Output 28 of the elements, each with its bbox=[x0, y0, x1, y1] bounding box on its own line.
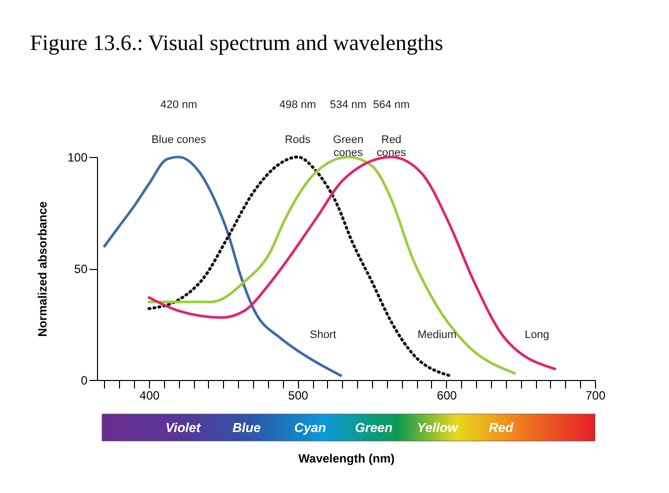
text: 498 nm bbox=[279, 99, 316, 111]
y-tick-label: 100 bbox=[67, 150, 88, 164]
series-label: Blue cones bbox=[152, 134, 206, 146]
text: Yellow bbox=[417, 420, 459, 435]
x-tick-label: 500 bbox=[288, 388, 309, 402]
series-label: Red cones bbox=[376, 134, 407, 159]
text: Cyan bbox=[294, 420, 326, 435]
annotation: Short bbox=[310, 329, 336, 341]
line-series bbox=[103, 156, 342, 377]
x-axis-title: Wavelength (nm) bbox=[298, 452, 395, 466]
y-tick-label: 0 bbox=[80, 374, 88, 388]
annotation: Long bbox=[524, 329, 550, 341]
series-label: Rods bbox=[284, 134, 312, 146]
y-tick-label: 50 bbox=[74, 262, 88, 276]
text: 534 nm bbox=[330, 99, 367, 111]
text: 564 nm bbox=[372, 99, 410, 111]
text: Blue bbox=[232, 420, 261, 435]
x-tick-label: 700 bbox=[585, 388, 606, 402]
y-axis-title: Normalized absorbance bbox=[35, 200, 50, 337]
x-tick-label: 400 bbox=[140, 388, 160, 402]
x-tick-label: 600 bbox=[436, 388, 458, 402]
text: Violet bbox=[166, 420, 202, 435]
text: Green bbox=[355, 420, 393, 435]
annotation: Medium bbox=[417, 329, 457, 341]
chart-title: Figure 13.6.: Visual spectrum and wavelengths bbox=[30, 30, 444, 55]
text: Red bbox=[488, 420, 514, 435]
text: 420 nm bbox=[160, 99, 198, 111]
series-label: Green cones bbox=[332, 134, 364, 159]
